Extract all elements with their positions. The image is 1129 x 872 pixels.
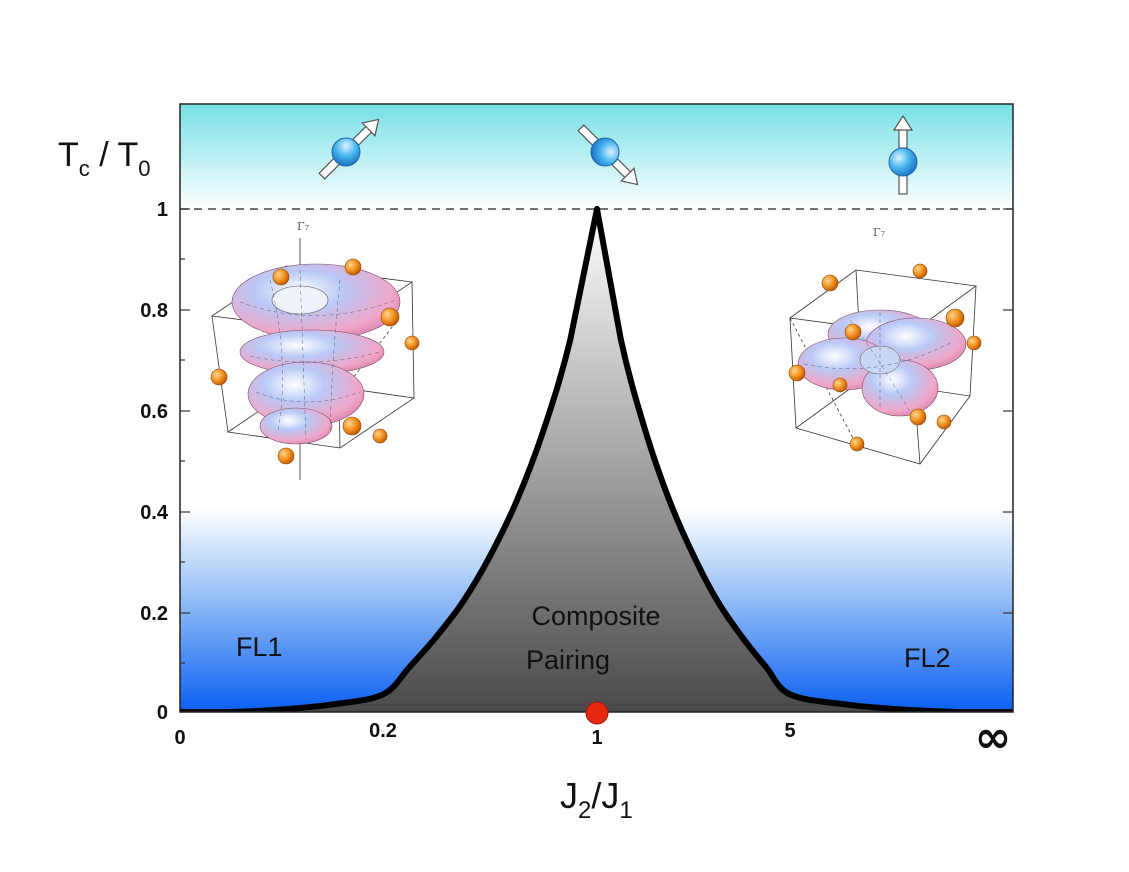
spin-up-icon: [888, 114, 918, 195]
critical-point-marker: [585, 701, 609, 725]
pairing-fill: [180, 209, 1013, 712]
region-label-fl1: FL1: [236, 632, 283, 662]
inset-label: Γ₇: [873, 226, 886, 239]
y-axis: [180, 208, 1013, 664]
tc-curve: [180, 206, 1013, 712]
y-tick-label: 0.6: [140, 401, 168, 423]
y-tick-labels: 0 0.2 0.4 0.6 0.8 1: [140, 199, 169, 724]
y-axis-title: Tc / T0: [58, 136, 151, 181]
y-tick-label: 0.8: [140, 300, 168, 322]
x-axis: 0 0.2 1 5 ∞: [174, 700, 1011, 763]
inset-label: Γ₇: [297, 220, 310, 233]
x-tick-label: 0.2: [369, 720, 397, 742]
x-axis-title: J2/J1: [560, 775, 633, 824]
x-tick-label: 0: [174, 727, 185, 749]
y-tick-label: 0.2: [140, 603, 168, 625]
orbital-inset-left: Γ₇: [210, 220, 420, 480]
region-label-fl2: FL2: [904, 643, 951, 673]
x-tick-label: 5: [784, 720, 795, 742]
region-label-composite: Composite: [531, 601, 660, 631]
y-tick-label: 0: [157, 702, 168, 724]
orbital-inset-right: Γ₇: [788, 226, 982, 465]
x-tick-label: ∞: [975, 712, 1012, 763]
y-tick-label: 0.4: [140, 502, 169, 524]
spin-down-right-icon: [577, 124, 639, 186]
y-tick-label: 1: [157, 199, 168, 221]
region-label-pairing: Pairing: [526, 645, 610, 675]
spin-up-right-icon: [318, 118, 380, 180]
x-tick-label: 1: [591, 727, 602, 749]
